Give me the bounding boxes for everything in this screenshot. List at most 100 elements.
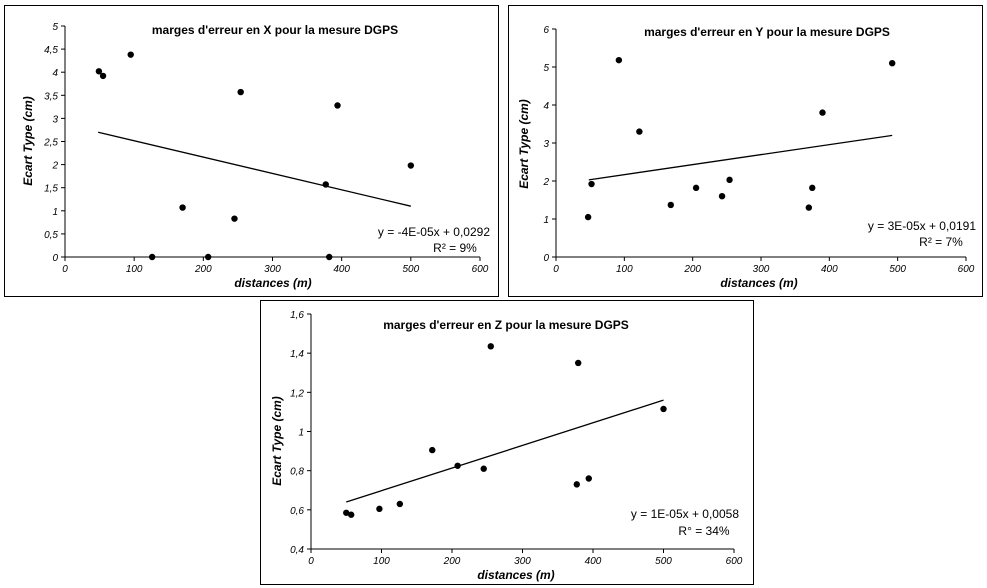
chart-title: marges d'erreur en Y pour la mesure DGPS (644, 25, 890, 39)
chart-svg-z: 0 100 200 300 400 500 600 0,4 0,6 0,8 1 1,2 1,4 1,6 ma… (270, 310, 743, 582)
y-axis-title: Ecart Type (cm) (270, 396, 284, 486)
y-tick-label: 3 (52, 114, 58, 125)
data-point (429, 446, 436, 454)
data-point (889, 60, 896, 67)
data-point (588, 180, 595, 188)
x-tick-label: 600 (958, 264, 975, 275)
y-tick-label: 1,2 (290, 388, 304, 399)
data-point (480, 465, 487, 472)
data-point (343, 509, 350, 516)
y-tick-label: 6 (543, 25, 549, 36)
trendline (98, 131, 411, 207)
y-tick-label: 2 (542, 177, 549, 188)
trendline (346, 399, 664, 503)
data-point (819, 109, 826, 116)
y-tick-label: 0 (543, 253, 549, 264)
data-point (99, 72, 107, 80)
x-tick-label: 500 (402, 264, 419, 275)
data-point (692, 184, 700, 192)
y-tick-label: 1 (52, 207, 58, 218)
y-tick-label: 0,6 (290, 506, 304, 517)
x-tick-label: 500 (889, 264, 906, 275)
r-squared-label: R² = 9% (433, 241, 477, 255)
chart-panel-x: 0 100 200 300 400 500 600 0 0,5 1 1,5 2 2,5 3 3,5 4 4,5 5… (4, 5, 499, 297)
y-tick-label: 1,4 (290, 349, 304, 360)
x-tick-label: 300 (753, 264, 770, 275)
y-tick-label: 0,5 (44, 230, 58, 241)
data-point (179, 204, 186, 211)
x-tick-label: 200 (683, 264, 701, 275)
y-tick-label: 0,4 (290, 545, 304, 556)
data-point (573, 481, 580, 488)
trendline (588, 134, 893, 181)
x-tick-label: 600 (726, 556, 743, 567)
y-axis-title: Ecart Type (cm) (517, 99, 531, 189)
y-tick-label: 5 (52, 22, 58, 33)
data-point (584, 213, 592, 221)
data-point (487, 343, 494, 350)
x-tick-label: 100 (373, 556, 390, 567)
y-tick-label: 1 (298, 428, 304, 439)
data-point (127, 51, 134, 58)
data-point (667, 201, 674, 209)
y-axis-title: Ecart Type (cm) (21, 96, 35, 186)
x-tick-label: 400 (821, 264, 838, 275)
data-point (237, 88, 244, 96)
y-tick-label: 1,5 (44, 184, 58, 195)
x-tick-label: 300 (264, 264, 281, 275)
data-point (660, 405, 667, 413)
data-point (615, 56, 623, 64)
data-point (585, 475, 592, 482)
chart-title: marges d'erreur en X pour la mesure DGPS (152, 23, 398, 37)
regression-equation: y = 1E-05x + 0,0058 (631, 507, 739, 521)
chart-svg-y: 0 100 200 300 400 500 600 0 1 2 3 4 5 6 marges d'erreu… (517, 25, 976, 290)
y-tick-label: 4 (543, 101, 549, 112)
data-point (574, 359, 582, 367)
x-tick-label: 400 (585, 556, 602, 567)
chart-panel-z: 0 100 200 300 400 500 600 0,4 0,6 0,8 1 1,2 1,4 1,6 ma… (260, 300, 754, 585)
data-point (326, 253, 333, 261)
x-tick-label: 100 (126, 264, 143, 275)
data-point (718, 193, 726, 200)
y-tick-label: 5 (543, 63, 549, 74)
x-tick-label: 0 (62, 264, 68, 275)
data-point (376, 505, 383, 513)
data-point (636, 128, 643, 135)
chart-panel-y: 0 100 200 300 400 500 600 0 1 2 3 4 5 6 marges d'erreu… (508, 5, 983, 297)
r-squared-label: R² = 7% (919, 235, 963, 249)
chart-svg-x: 0 100 200 300 400 500 600 0 0,5 1 1,5 2 2,5 3 3,5 4 4,5 5… (21, 22, 490, 290)
x-axis-title: distances (m) (234, 276, 311, 290)
y-tick-label: 3 (543, 139, 549, 150)
data-point (204, 253, 212, 261)
data-point (95, 68, 103, 75)
chart-title: marges d'erreur en Z pour la mesure DGPS (383, 318, 629, 332)
data-point (334, 102, 341, 109)
x-tick-label: 0 (553, 264, 559, 275)
r-squared-label: R° = 34% (678, 524, 729, 538)
data-point (231, 215, 238, 222)
y-tick-label: 2 (51, 161, 58, 172)
x-tick-label: 0 (308, 556, 314, 567)
x-tick-label: 600 (472, 264, 489, 275)
data-point (322, 181, 329, 188)
data-point (347, 511, 355, 518)
y-tick-label: 1,6 (290, 310, 304, 321)
y-tick-label: 4,5 (44, 45, 58, 56)
y-tick-label: 0,8 (290, 467, 304, 478)
data-point (805, 204, 813, 211)
data-point (454, 462, 461, 469)
x-axis-title: distances (m) (477, 568, 554, 582)
y-tick-label: 0 (52, 253, 58, 264)
regression-equation: y = 3E-05x + 0,0191 (868, 219, 976, 233)
x-tick-label: 200 (443, 556, 461, 567)
data-point (809, 184, 816, 192)
data-point (396, 500, 404, 508)
y-tick-label: 3,5 (44, 91, 58, 102)
x-tick-label: 200 (194, 264, 212, 275)
x-tick-label: 300 (514, 556, 531, 567)
x-tick-label: 400 (333, 264, 350, 275)
x-tick-label: 100 (616, 264, 633, 275)
x-tick-label: 500 (655, 556, 672, 567)
y-tick-label: 4 (52, 68, 58, 79)
x-axis-title: distances (m) (720, 276, 797, 290)
